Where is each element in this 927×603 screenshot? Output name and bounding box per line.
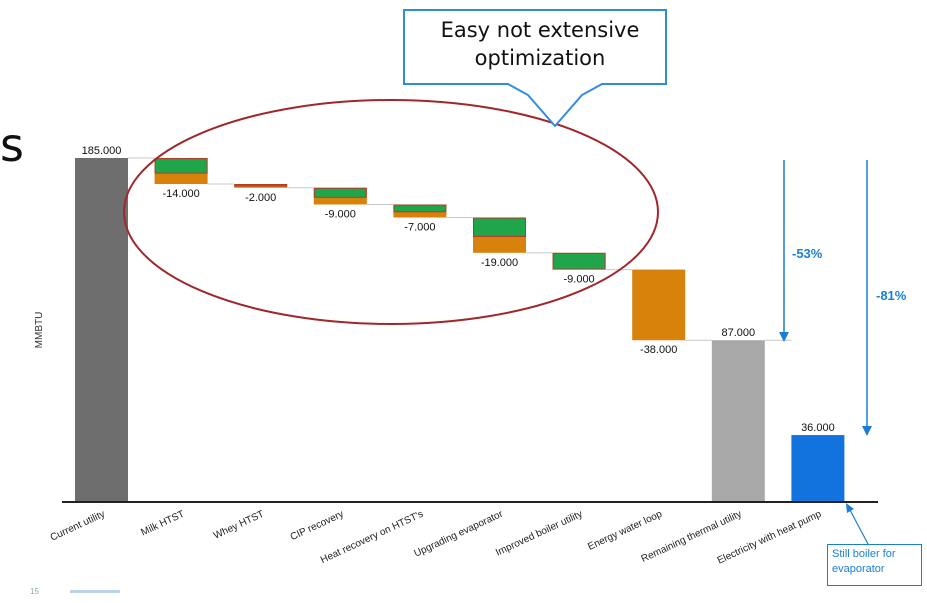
- value-label-cip-recovery: -9.000: [325, 208, 356, 220]
- bar-highlight-improved-boiler-utility: [552, 252, 606, 270]
- value-label-heat-recovery-on-htst-s: -7.000: [404, 222, 435, 234]
- bar-highlight-heat-recovery-on-htst-s: [393, 204, 447, 213]
- bar-remaining-thermal-utility: [711, 340, 765, 502]
- value-label-improved-boiler-utility: -9.000: [563, 274, 594, 286]
- arrow-53-head: [779, 332, 789, 342]
- bar-highlight-milk-htst: [154, 158, 208, 174]
- x-tick-upgrading-evaporator: Upgrading evaporator: [412, 508, 505, 559]
- value-label-whey-htst: -2.000: [245, 192, 276, 204]
- percent-label-53: -53%: [792, 246, 823, 261]
- bar-electricity-with-heat-pump: [791, 435, 845, 502]
- bar-energy-water-loop: [632, 269, 686, 341]
- callout-box: [403, 9, 667, 128]
- note-pointer-line: [849, 509, 869, 545]
- y-axis-label: MMBTU: [34, 312, 45, 349]
- x-tick-milk-htst: Milk HTST: [139, 509, 186, 539]
- footer-mark: 15: [30, 587, 39, 596]
- value-label-current-utility: 185.000: [82, 145, 122, 157]
- x-tick-improved-boiler-utility: Improved boiler utility: [494, 509, 584, 559]
- value-label-remaining-thermal-utility: 87.000: [721, 327, 755, 339]
- x-tick-current-utility: Current utility: [49, 509, 107, 544]
- x-tick-energy-water-loop: Energy water loop: [586, 509, 664, 553]
- highlight-ellipse: [123, 99, 659, 325]
- x-tick-whey-htst: Whey HTST: [212, 509, 266, 542]
- percent-label-81: -81%: [876, 288, 907, 303]
- value-label-milk-htst: -14.000: [162, 188, 199, 200]
- note-box: [827, 544, 922, 586]
- bars-layer: [75, 157, 845, 502]
- x-tick-labels: Current utility Milk HTST Whey HTST CIP rec…: [49, 508, 824, 566]
- cropped-title-letter: s: [0, 118, 24, 172]
- value-label-energy-water-loop: -38.000: [640, 344, 677, 356]
- value-label-electricity-with-heat-pump: 36.000: [801, 422, 835, 434]
- value-label-upgrading-evaporator: -19.000: [481, 257, 518, 269]
- note-pointer-head: [846, 503, 854, 513]
- arrow-81-head: [862, 426, 872, 436]
- x-tick-cip-recovery: CIP recovery: [289, 509, 346, 543]
- bar-highlight-upgrading-evaporator: [473, 217, 526, 237]
- note-text: Still boiler for evaporator: [832, 548, 896, 575]
- labels-layer: 185.000 -14.000 -2.000 -9.000 -7.000 -19.000 -…: [82, 145, 835, 434]
- bar-current-utility: [75, 158, 128, 502]
- callout-text: Easy not extensive optimization: [440, 18, 640, 70]
- bar-highlight-whey-htst: [234, 184, 288, 187]
- bar-highlight-cip-recovery: [313, 187, 367, 198]
- footer-line: [70, 590, 120, 593]
